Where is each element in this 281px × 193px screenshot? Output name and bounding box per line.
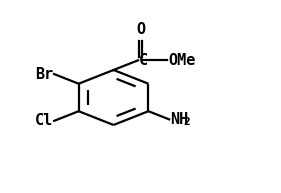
Text: Br: Br — [35, 67, 53, 82]
Text: Cl: Cl — [35, 113, 53, 128]
Text: O: O — [136, 22, 145, 37]
Text: C: C — [139, 53, 148, 68]
Text: 2: 2 — [183, 117, 190, 127]
Text: NH: NH — [170, 112, 189, 127]
Text: OMe: OMe — [168, 53, 196, 68]
